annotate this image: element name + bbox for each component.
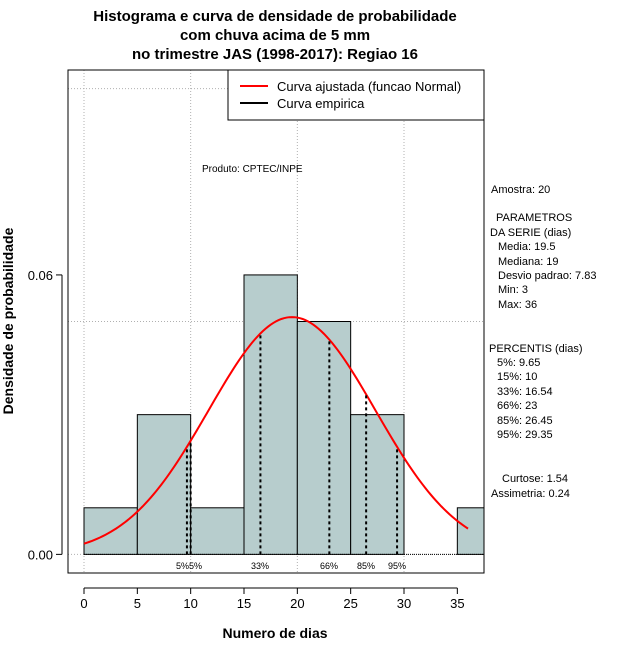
stat-curtose: Curtose: 1.54 (502, 473, 568, 485)
y-axis-title: Densidade de probabilidade (0, 227, 16, 414)
stat-param-header-2: DA SERIE (dias) (490, 227, 571, 239)
histogram-bar-1 (136, 414, 192, 555)
percentile-lines (185, 333, 399, 555)
stat-assimetria: Assimetria: 0.24 (491, 488, 570, 500)
x-tick-label-25: 25 (343, 596, 357, 611)
stats-panel: Amostra: 20 PARAMETROS DA SERIE (dias) M… (489, 184, 596, 500)
x-tick-label-10: 10 (183, 596, 197, 611)
y-tick-label-1: 0.06 (28, 268, 53, 283)
x-tick-label-0: 0 (80, 596, 87, 611)
y-tick-label-0: 0.00 (28, 547, 53, 562)
pct-label-5-15: 5%5% (176, 561, 202, 571)
histogram-bar-2 (190, 507, 245, 555)
stat-p66: 66%: 23 (497, 400, 537, 412)
stat-desvio: Desvio padrao: 7.83 (498, 270, 596, 282)
chart-title-line-2: com chuva acima de 5 mm (180, 27, 370, 44)
legend-label-empirical: Curva empirica (277, 96, 365, 111)
axes: 0 5 10 15 20 25 30 35 0.00 0.06 (28, 268, 465, 611)
chart-title-line-1: Histograma e curva de densidade de proba… (93, 8, 456, 25)
stat-percentis-header: PERCENTIS (dias) (489, 343, 583, 355)
stat-mediana: Mediana: 19 (498, 256, 559, 268)
fitted-curve-layer (83, 316, 469, 545)
product-label: Produto: CPTEC/INPE (202, 164, 303, 175)
x-tick-label-35: 35 (450, 596, 464, 611)
histogram-bars (83, 274, 484, 555)
legend: Curva ajustada (funcao Normal) Curva emp… (227, 69, 485, 121)
legend-label-fitted: Curva ajustada (funcao Normal) (277, 79, 461, 94)
x-tick-label-15: 15 (237, 596, 251, 611)
pct-label-95: 95% (388, 561, 406, 571)
stat-max: Max: 36 (498, 299, 537, 311)
stat-p95: 95%: 29.35 (497, 429, 553, 441)
stat-p33: 33%: 16.54 (497, 386, 553, 398)
x-tick-label-30: 30 (397, 596, 411, 611)
stat-media: Media: 19.5 (498, 241, 555, 253)
histogram-bar-5 (350, 414, 405, 555)
stat-p85: 85%: 26.45 (497, 415, 553, 427)
x-tick-label-5: 5 (134, 596, 141, 611)
fitted-normal-curve (83, 316, 469, 545)
stat-p15: 15%: 10 (497, 371, 537, 383)
chart-title-line-3: no trimestre JAS (1998-2017): Regiao 16 (132, 46, 418, 63)
legend-box (227, 69, 485, 121)
histogram-bar-3 (243, 274, 298, 555)
x-tick-label-20: 20 (290, 596, 304, 611)
stat-p5: 5%: 9.65 (497, 357, 540, 369)
pct-label-85: 85% (357, 561, 375, 571)
stat-min: Min: 3 (498, 284, 528, 296)
stat-param-header-1: PARAMETROS (496, 212, 572, 224)
pct-label-66: 66% (320, 561, 338, 571)
pct-label-33: 33% (251, 561, 269, 571)
stat-amostra: Amostra: 20 (491, 184, 550, 196)
x-axis-title: Numero de dias (222, 625, 327, 641)
histogram-bar-7 (456, 507, 484, 555)
